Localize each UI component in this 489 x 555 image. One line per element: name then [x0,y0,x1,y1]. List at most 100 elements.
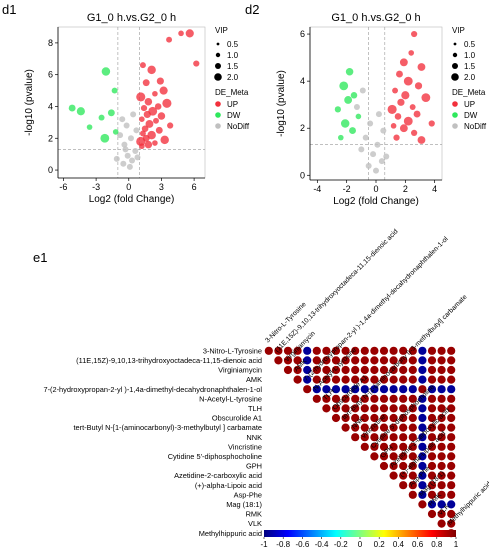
correlation-cell [427,375,437,384]
data-point-nodiff [113,155,120,162]
correlation-cell [389,442,398,451]
data-point-dw [101,67,111,76]
x-tick-label: -3 [92,182,100,192]
legend-vip-dot [216,42,220,46]
correlation-cell [331,346,341,355]
data-point-up [140,104,148,112]
legend-vip-title: VIP [215,26,228,35]
y-tick-label: 6 [300,29,305,39]
data-point-dw [349,127,356,135]
correlation-cell [447,385,456,394]
data-point-up [403,116,413,126]
x-tick-label: -4 [313,184,321,194]
correlation-cell [379,346,389,355]
correlation-cell [399,375,408,384]
correlation-cell [370,413,379,423]
data-point-up [136,92,146,102]
correlation-cell [370,442,379,451]
x-tick-label: 6 [192,182,197,192]
correlation-cell [427,500,437,509]
correlation-cell [274,356,283,365]
data-point-up [185,29,194,38]
correlation-cell [389,365,398,375]
legend-category-dot [452,123,458,129]
correlation-cell [322,385,331,394]
correlation-cell [331,394,341,403]
correlation-cell [427,509,437,519]
correlation-cell [408,404,417,413]
correlation-cell [322,375,331,384]
correlation-cell [447,452,456,461]
x-tick-label: 2 [403,184,408,194]
legend-vip-label: 2.0 [464,73,476,82]
data-point-dw [107,109,115,117]
correlation-cell [418,490,427,499]
data-point-nodiff [380,127,387,134]
correlation-cell [360,433,369,442]
correlation-cell [389,423,398,432]
legend-vip-label: 2.0 [227,73,239,82]
correlation-cell [351,385,360,394]
legend-vip-dot [453,42,457,46]
correlation-cell [341,404,350,413]
y-axis-label: -log10 (pvalue) [276,70,287,137]
data-point-up [156,77,164,85]
x-tick-label: -2 [343,184,351,194]
correlation-cell [379,461,389,471]
correlation-cell [427,423,437,432]
correlation-cell [370,385,379,394]
correlation-cell [389,471,398,480]
correlation-cell [331,404,341,413]
correlation-cell [427,385,437,394]
correlation-cell [322,356,331,365]
y-tick-label: 4 [48,101,53,111]
data-point-dw [111,87,118,94]
correlation-cell [399,481,408,490]
correlation-cell [437,452,446,461]
data-point-up [145,120,154,128]
correlation-cell [418,471,427,480]
row-label: TLH [248,404,262,413]
correlation-cell [379,394,389,403]
correlation-cell [293,346,302,355]
correlation-cell [408,385,417,394]
row-label: Obscurolide A1 [212,414,262,423]
correlation-cell [331,385,341,394]
correlation-cell [389,394,398,403]
correlation-cell [351,423,360,432]
data-point-nodiff [374,141,381,148]
data-point-up [139,116,145,122]
data-point-up [417,136,426,144]
x-tick-label: 4 [432,184,437,194]
correlation-cell [427,404,437,413]
row-label: AMK [246,375,262,384]
legend-vip-title: VIP [452,26,465,35]
y-axis-label: -log10 (pvalue) [24,69,35,136]
data-point-up [143,110,151,119]
correlation-cell [418,500,427,509]
data-point-up [421,93,431,103]
correlation-cell [303,365,312,375]
correlation-cell [399,452,408,461]
y-tick-label: 0 [300,170,305,180]
data-point-up [139,130,146,137]
data-point-up [157,112,166,120]
colorbar-tick-label: -0.4 [315,540,329,549]
correlation-cell [418,404,427,413]
data-point-up [387,104,397,114]
data-point-nodiff [367,120,374,127]
data-point-dw [340,119,350,128]
data-point-nodiff [130,111,137,118]
correlation-cell [408,394,417,403]
correlation-cell [427,452,437,461]
row-label: Asp-Phe [234,490,262,499]
data-point-up [152,90,158,97]
data-point-up [428,120,435,127]
correlation-cell [303,385,312,394]
correlation-cell [399,385,408,394]
correlation-cell [331,356,341,365]
correlation-heatmap-e1: 3-Nitro-L-Tyrosine(11E,15Z)-9,10,13-trih… [43,228,489,549]
correlation-cell [370,394,379,403]
row-label: Virginiamycin [218,366,262,375]
